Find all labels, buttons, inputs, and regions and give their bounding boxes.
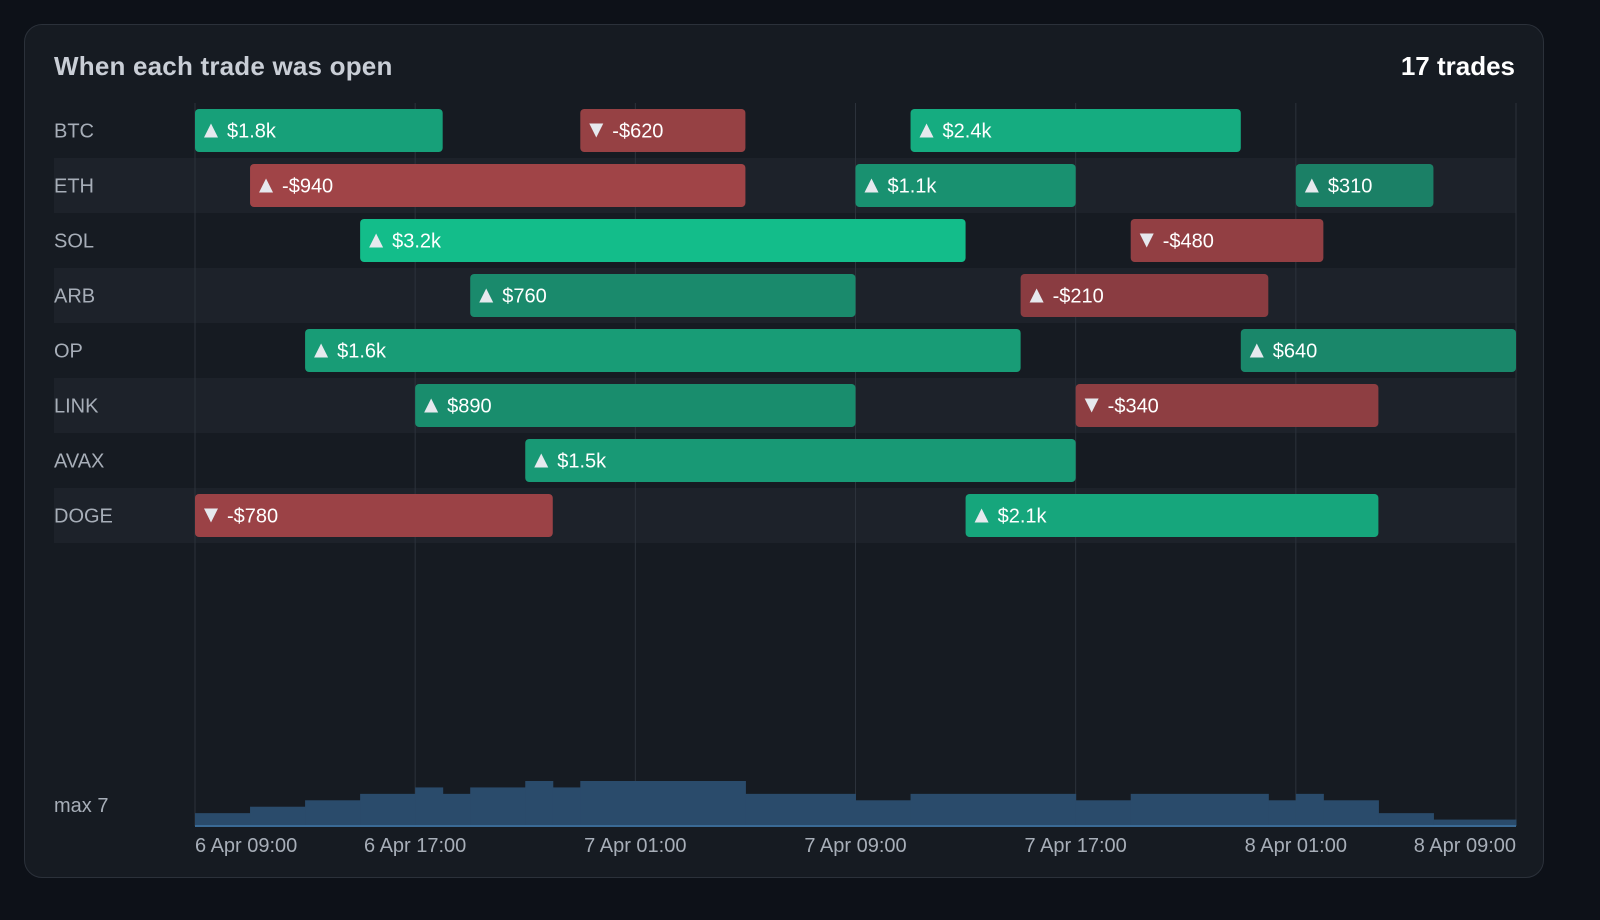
trade-pnl-label: $640 xyxy=(1273,341,1318,363)
trade-timeline-panel: When each trade was open 17 trades BTC ET… xyxy=(24,24,1544,878)
concurrency-step xyxy=(195,813,251,826)
trade-pnl-label: -$780 xyxy=(227,506,278,528)
trade-pnl-label: $1.5k xyxy=(557,451,607,473)
triangle-down-icon xyxy=(204,508,218,523)
time-tick-label: 7 Apr 01:00 xyxy=(584,835,686,857)
triangle-up-icon xyxy=(314,343,329,358)
concurrency-step xyxy=(470,787,526,826)
triangle-down-icon xyxy=(589,123,604,138)
trade-pnl-label: $310 xyxy=(1328,176,1373,198)
triangle-up-icon xyxy=(204,123,218,138)
triangle-up-icon xyxy=(919,123,934,138)
concurrency-step xyxy=(415,787,444,826)
time-tick-label: 7 Apr 09:00 xyxy=(804,835,906,857)
triangle-up-icon xyxy=(479,288,494,303)
triangle-up-icon xyxy=(369,233,384,248)
trade-bar-sol xyxy=(360,219,966,262)
trade-pnl-label: -$940 xyxy=(282,176,333,198)
concurrency-step xyxy=(910,793,1077,826)
concurrency-step xyxy=(1378,813,1434,826)
concurrency-step xyxy=(1075,800,1132,826)
trade-pnl-label: -$340 xyxy=(1108,396,1159,418)
trade-bar-doge xyxy=(965,494,1379,537)
trade-bar-btc xyxy=(580,109,746,152)
trade-bar-eth xyxy=(250,164,746,207)
panel-title: When each trade was open xyxy=(54,51,393,81)
triangle-down-icon xyxy=(1139,233,1154,248)
timeline-chart: BTC ETH SOL ARB OP LINK AVAX DOGE $1.8k -$620 $2.4… xyxy=(54,103,1517,857)
concurrency-step xyxy=(305,800,361,826)
concurrency-max-label: max 7 xyxy=(54,795,108,817)
trade-pnl-label: $760 xyxy=(502,286,547,308)
trade-pnl-label: $3.2k xyxy=(392,231,442,253)
trade-pnl-label: $890 xyxy=(447,396,492,418)
trade-pnl-label: $2.4k xyxy=(943,121,993,143)
concurrency-step xyxy=(1323,800,1379,826)
trade-bar-arb xyxy=(1020,274,1269,317)
concurrency-step xyxy=(580,781,746,826)
trade-bar-btc xyxy=(195,109,443,152)
concurrency-step xyxy=(1433,819,1517,826)
triangle-up-icon xyxy=(1029,288,1044,303)
trade-pnl-label: $1.6k xyxy=(337,341,387,363)
concurrency-step xyxy=(1130,793,1269,826)
trade-bar-op xyxy=(1240,329,1516,372)
row-label-arb: ARB xyxy=(54,286,95,308)
row-label-btc: BTC xyxy=(54,121,94,143)
concurrency-step xyxy=(360,793,416,826)
row-label-op: OP xyxy=(54,341,83,363)
triangle-up-icon xyxy=(1304,178,1319,193)
time-tick-label: 6 Apr 17:00 xyxy=(364,835,466,857)
row-label-sol: SOL xyxy=(54,231,94,253)
triangle-down-icon xyxy=(1084,398,1099,413)
triangle-up-icon xyxy=(259,178,274,193)
concurrency-step xyxy=(552,787,581,826)
triangle-up-icon xyxy=(424,398,439,413)
trade-bar-sol xyxy=(1130,219,1324,262)
concurrency-step xyxy=(1295,793,1324,826)
triangle-up-icon xyxy=(864,178,879,193)
trade-bar-link xyxy=(415,384,856,427)
trade-bar-doge xyxy=(195,494,553,537)
trade-bar-btc xyxy=(910,109,1241,152)
trade-bar-link xyxy=(1075,384,1379,427)
trade-count: 17 trades xyxy=(1400,51,1515,81)
trade-bar-op xyxy=(305,329,1021,372)
trade-pnl-label: $1.8k xyxy=(227,121,277,143)
time-tick-label: 6 Apr 09:00 xyxy=(195,835,297,857)
row-label-eth: ETH xyxy=(54,176,94,198)
concurrency-step xyxy=(1268,800,1297,826)
trade-bar-eth xyxy=(1295,164,1434,207)
trade-pnl-label: -$210 xyxy=(1053,286,1104,308)
time-tick-label: 8 Apr 09:00 xyxy=(1414,835,1516,857)
row-label-doge: DOGE xyxy=(54,506,113,528)
trade-bar-avax xyxy=(525,439,1076,482)
trade-bar-eth xyxy=(855,164,1076,207)
time-tick-label: 7 Apr 17:00 xyxy=(1025,835,1127,857)
trade-pnl-label: -$480 xyxy=(1163,231,1214,253)
concurrency-step xyxy=(525,781,554,826)
concurrency-step xyxy=(442,793,471,826)
row-label-avax: AVAX xyxy=(54,451,104,473)
time-tick-label: 8 Apr 01:00 xyxy=(1245,835,1347,857)
triangle-up-icon xyxy=(1249,343,1264,358)
trade-pnl-label: $1.1k xyxy=(888,176,938,198)
trade-pnl-label: $2.1k xyxy=(998,506,1048,528)
trade-bar-arb xyxy=(470,274,856,317)
concurrency-step xyxy=(250,806,306,826)
triangle-up-icon xyxy=(974,508,989,523)
concurrency-step xyxy=(745,793,856,826)
concurrency-step xyxy=(855,800,912,826)
triangle-up-icon xyxy=(534,453,549,468)
row-label-link: LINK xyxy=(54,396,99,418)
trade-pnl-label: -$620 xyxy=(612,121,663,143)
